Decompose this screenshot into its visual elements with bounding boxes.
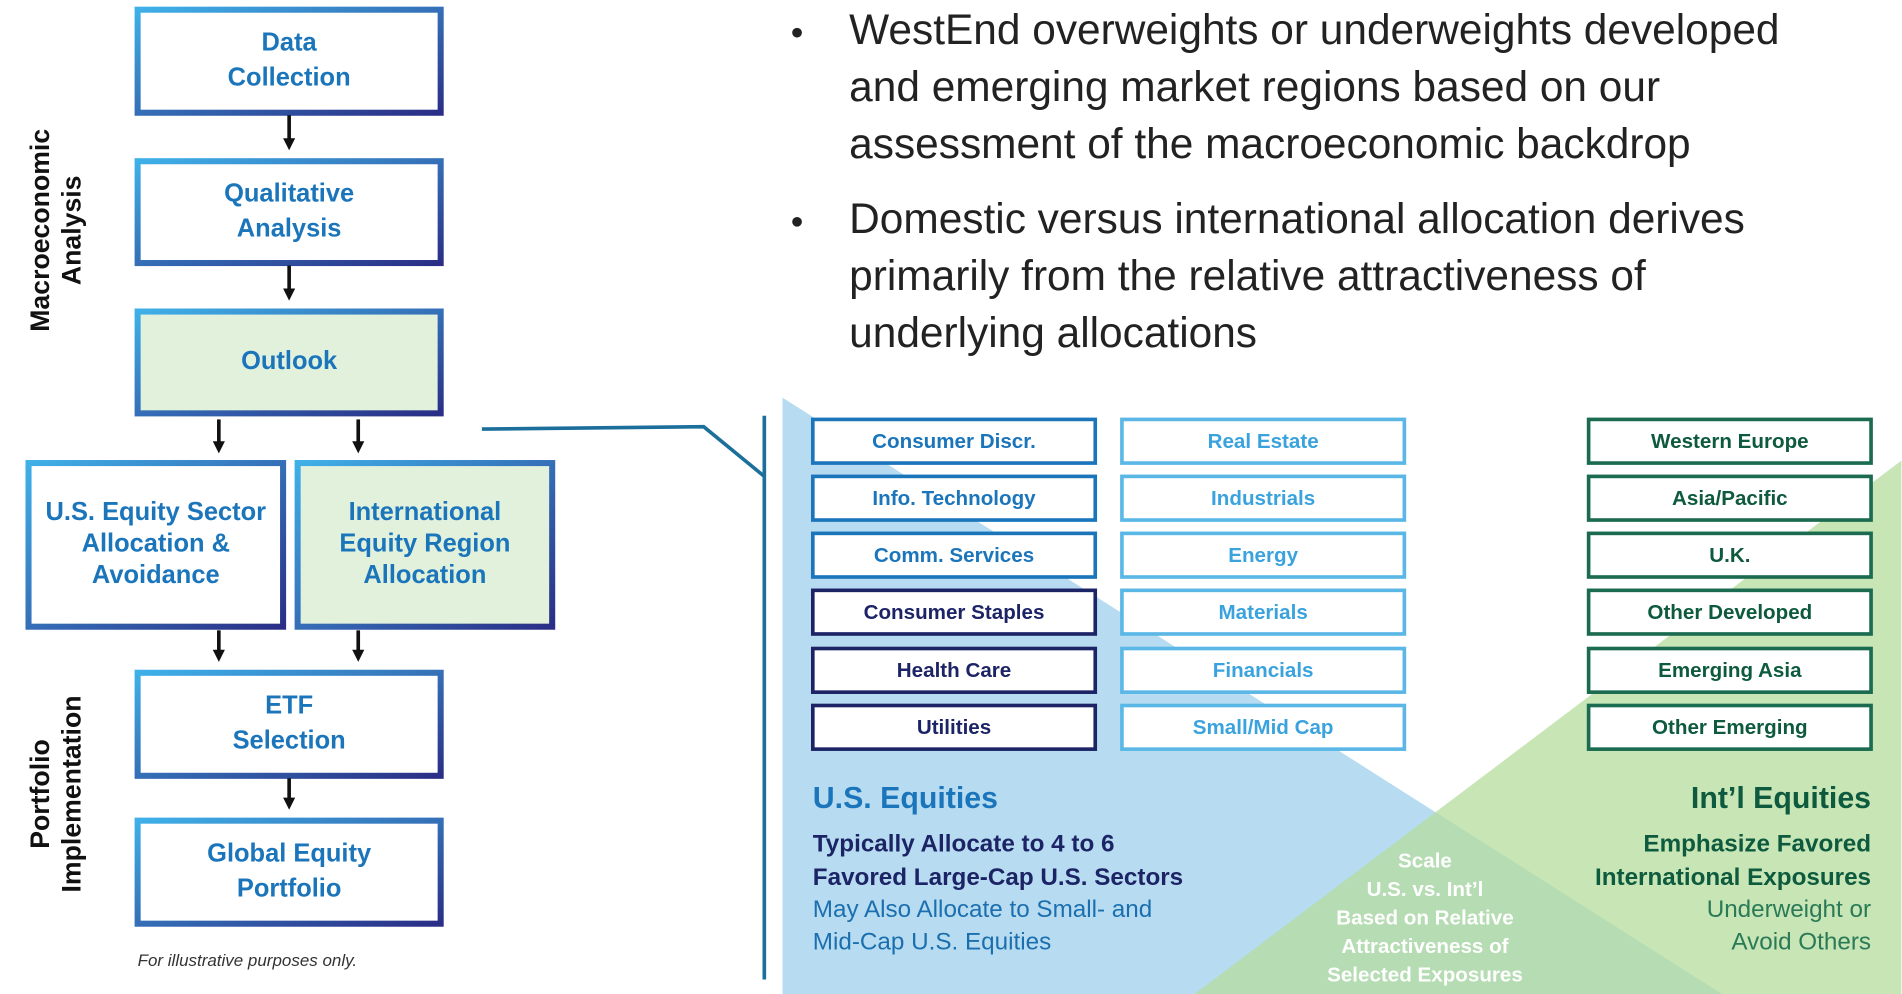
bullet-text: primarily from the relative attractivene…	[849, 252, 1646, 299]
allocation-tag	[1586, 588, 1873, 636]
side-label: Macroeconomic Analysis	[25, 129, 87, 332]
allocation-tag	[1120, 646, 1407, 694]
bullet-text: underlying allocations	[849, 309, 1257, 356]
allocation-tag-label: Industrials	[1211, 487, 1315, 510]
note: For illustrative purposes only.	[138, 951, 357, 970]
bullet-dot	[792, 27, 802, 38]
flow-box-label: ETF	[265, 691, 313, 719]
flow-box	[25, 460, 287, 630]
intl-title: Int’l Equities	[1691, 782, 1871, 815]
intl-text: Underweight or	[1707, 896, 1871, 923]
side-label-line: Macroeconomic	[25, 129, 55, 332]
flow-box-label: International	[349, 498, 502, 526]
us-title: U.S. Equities	[813, 782, 998, 815]
allocation-tag	[1120, 417, 1407, 465]
bullet-text: assessment of the macroeconomic backdrop	[849, 120, 1690, 167]
flow-box-label: Qualitative	[224, 179, 354, 207]
bullet-dot	[792, 216, 802, 227]
allocation-tag-label: Health Care	[897, 659, 1011, 682]
flow-box	[294, 460, 556, 630]
side-label: Portfolio Implementation	[25, 695, 87, 892]
side-label-line: Portfolio	[25, 739, 55, 849]
intl-bold: International Exposures	[1595, 864, 1871, 891]
allocation-tag	[1120, 588, 1407, 636]
allocation-tag-label: Other Emerging	[1652, 716, 1808, 739]
flow-box-label: Analysis	[237, 214, 342, 242]
bullet-text: and emerging market regions based on our	[849, 63, 1660, 110]
flow-box-label: Collection	[228, 64, 351, 92]
flow-box	[134, 308, 444, 417]
flow-box-label: Global Equity	[207, 839, 372, 867]
allocation-tag-label: Western Europe	[1651, 430, 1809, 453]
allocation-tag-label: Asia/Pacific	[1672, 487, 1788, 510]
flow-box-label: Data	[262, 28, 318, 56]
allocation-tag-label: Energy	[1228, 544, 1298, 567]
allocation-tag-label: Real Estate	[1208, 430, 1319, 453]
allocation-tag	[1586, 531, 1873, 579]
allocation-tag	[810, 588, 1098, 636]
allocation-tag	[1120, 474, 1407, 522]
flow-box-label: Portfolio	[237, 874, 342, 902]
intl-text: Avoid Others	[1731, 928, 1871, 955]
scale-text: Based on Relative	[1336, 906, 1513, 929]
allocation-tag	[1586, 474, 1873, 522]
allocation-tag-label: Small/Mid Cap	[1193, 716, 1334, 739]
scale-text: Selected Exposures	[1327, 963, 1523, 986]
allocation-tag-label: Consumer Discr.	[872, 430, 1036, 453]
flow-box-label: Selection	[233, 727, 346, 755]
allocation-tag-label: Other Developed	[1647, 601, 1812, 624]
flow-box	[134, 6, 444, 116]
allocation-tag-label: U.K.	[1709, 544, 1750, 567]
flow-box-label: Avoidance	[92, 561, 220, 589]
flow-box-label: U.S. Equity Sector	[46, 498, 267, 526]
us-text: Mid-Cap U.S. Equities	[813, 928, 1051, 955]
allocation-tag	[810, 417, 1098, 465]
allocation-tag	[810, 531, 1098, 579]
allocation-tag	[1586, 417, 1873, 465]
side-label-line: Implementation	[56, 695, 86, 892]
allocation-tag	[810, 474, 1098, 522]
allocation-tag-label: Comm. Services	[874, 544, 1034, 567]
allocation-tag-label: Consumer Staples	[864, 601, 1045, 624]
scale-text: Scale	[1398, 849, 1452, 872]
flow-box-label: Allocation &	[82, 530, 230, 558]
us-bold: Typically Allocate to 4 to 6	[813, 830, 1115, 857]
intl-bold: Emphasize Favored	[1643, 830, 1871, 857]
allocation-tag	[1120, 703, 1407, 751]
allocation-tag	[810, 703, 1098, 751]
allocation-tag-label: Materials	[1218, 601, 1307, 624]
us-text: May Also Allocate to Small- and	[813, 896, 1152, 923]
allocation-tag	[1586, 703, 1873, 751]
allocation-tag-label: Info. Technology	[872, 487, 1036, 510]
flow-box	[134, 158, 444, 267]
flow-box	[134, 817, 444, 927]
side-label-line: Analysis	[56, 175, 86, 285]
connector	[481, 424, 766, 478]
allocation-tag	[810, 646, 1098, 694]
allocation-tag	[1586, 646, 1873, 694]
flow-box-label: Allocation	[363, 561, 486, 589]
allocation-tag-label: Emerging Asia	[1658, 659, 1802, 682]
scale-text: Attractiveness of	[1341, 935, 1508, 958]
scale-text: U.S. vs. Int’l	[1367, 878, 1484, 901]
allocation-tag	[1120, 531, 1407, 579]
bullet-text: Domestic versus international allocation…	[849, 195, 1745, 242]
us-bold: Favored Large-Cap U.S. Sectors	[813, 864, 1183, 891]
flow-box	[134, 669, 444, 779]
allocation-tag-label: Financials	[1213, 659, 1314, 682]
flow-box-label: Outlook	[241, 347, 338, 375]
bullet-text: WestEnd overweights or underweights deve…	[849, 6, 1779, 53]
allocation-tag-label: Utilities	[917, 716, 991, 739]
flow-box-label: Equity Region	[339, 530, 510, 558]
